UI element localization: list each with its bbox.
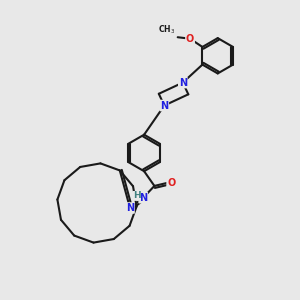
Text: CH$_3$: CH$_3$ <box>158 24 175 36</box>
Text: N: N <box>160 100 168 110</box>
Text: N: N <box>179 78 187 88</box>
Text: N: N <box>139 193 147 203</box>
Text: O: O <box>186 34 194 44</box>
Text: H: H <box>133 191 141 200</box>
Text: N: N <box>126 203 134 213</box>
Text: O: O <box>167 178 175 188</box>
